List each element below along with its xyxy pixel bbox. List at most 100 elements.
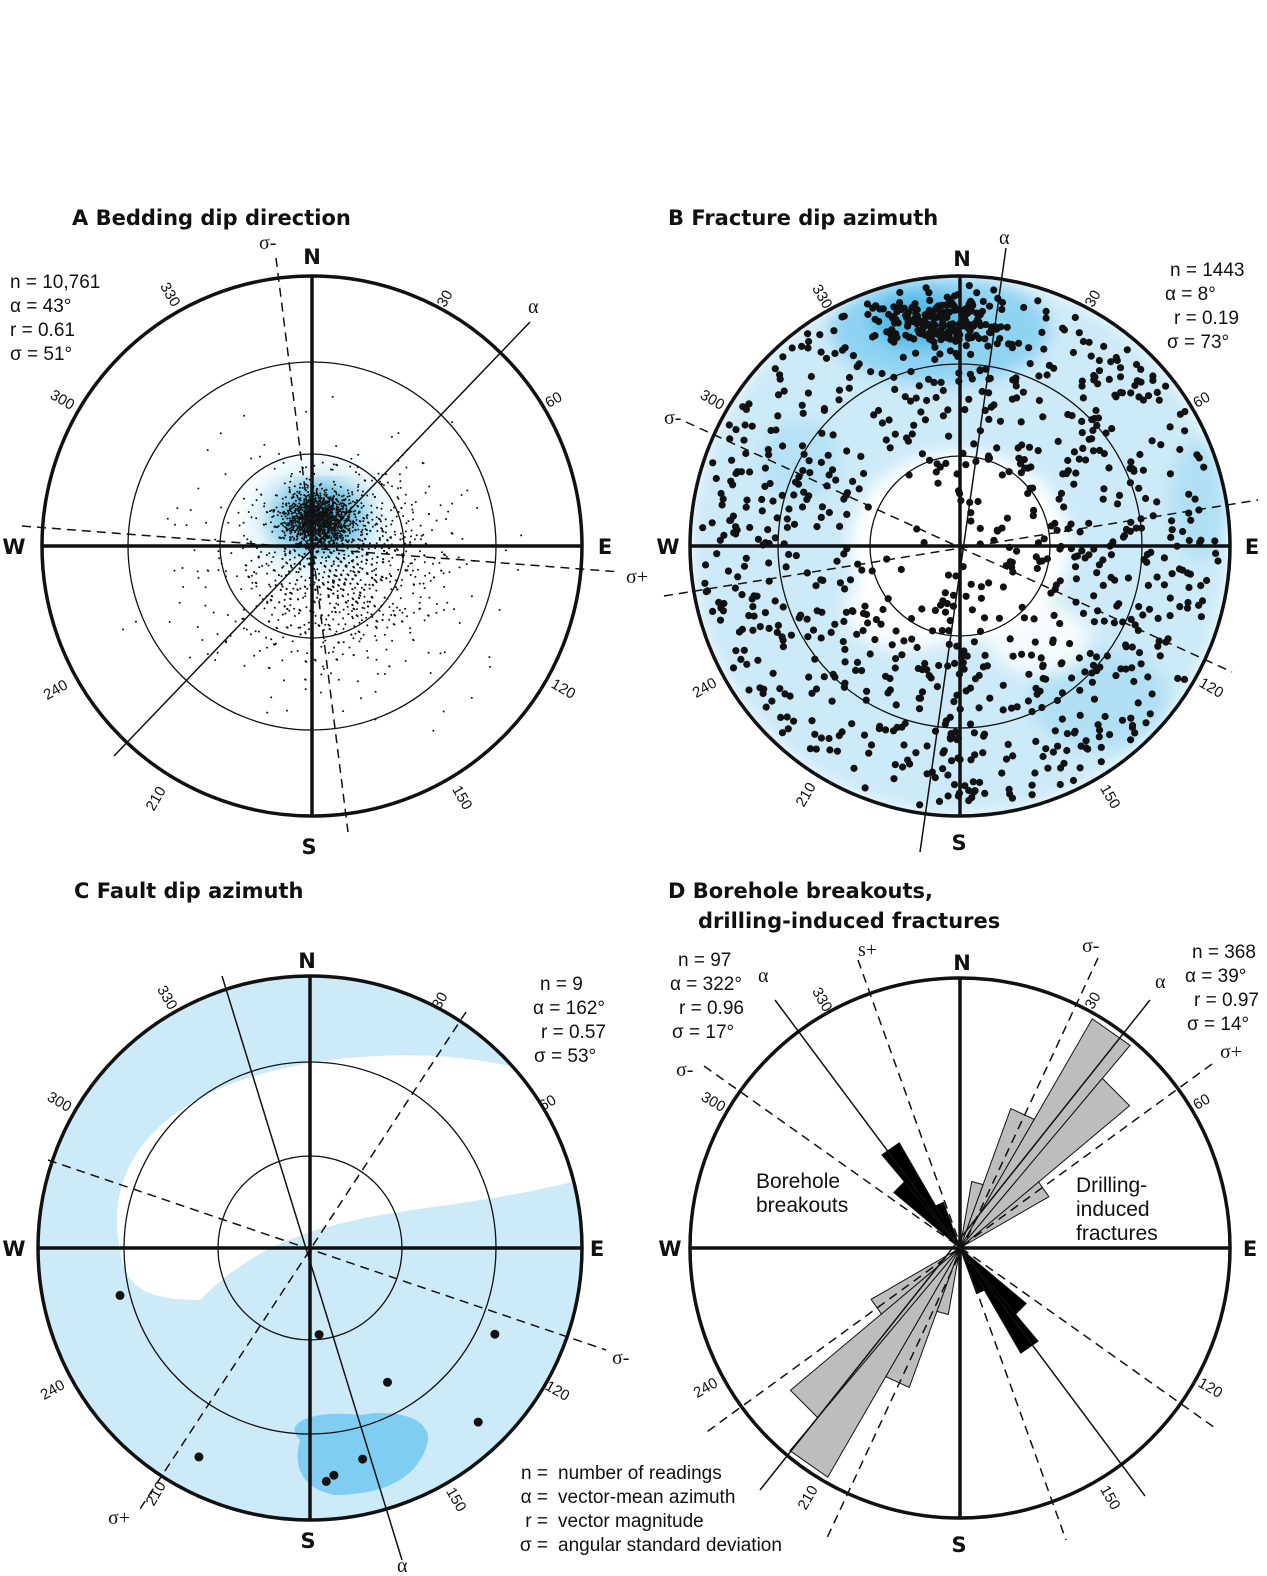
bedding-point [330, 499, 333, 502]
bedding-point [363, 517, 366, 520]
bedding-point [390, 435, 393, 438]
bedding-point [227, 521, 230, 524]
fracture-point [699, 524, 707, 532]
bedding-point [335, 537, 338, 540]
bedding-point [443, 585, 446, 588]
bedding-point [206, 653, 209, 655]
bedding-point [318, 572, 320, 575]
fracture-point [817, 634, 825, 642]
fracture-point [1115, 600, 1123, 608]
fracture-point [1153, 388, 1161, 396]
fracture-point [1180, 675, 1189, 684]
bedding-point [348, 532, 351, 535]
fracture-point [1020, 303, 1028, 312]
bedding-point [335, 575, 338, 578]
fracture-point [818, 608, 826, 616]
bedding-point [288, 527, 291, 530]
fracture-point [1092, 406, 1100, 415]
breakouts-label-line1: Borehole [756, 1170, 840, 1193]
bedding-point [351, 530, 354, 533]
fracture-point [1070, 480, 1078, 488]
bedding-point [359, 594, 362, 597]
bedding-point [263, 523, 265, 526]
bedding-point [366, 656, 369, 659]
bedding-point [320, 497, 323, 500]
fracture-point [976, 778, 984, 787]
bedding-point [308, 534, 311, 537]
fracture-point [1078, 547, 1086, 555]
bedding-point [298, 554, 301, 557]
bedding-point [401, 578, 404, 581]
fracture-point [926, 296, 934, 304]
bedding-point [290, 472, 293, 475]
bedding-point [443, 609, 446, 611]
bedding-point [333, 531, 336, 534]
fracture-point [863, 300, 872, 308]
bedding-point [348, 561, 351, 564]
stat-n: n = 9 [540, 974, 583, 995]
fracture-point [937, 336, 945, 344]
bedding-point [371, 577, 374, 580]
bedding-point [445, 518, 447, 520]
stat-sigma: σ = 73° [1167, 332, 1229, 353]
fracture-point [1099, 556, 1107, 564]
bedding-point [277, 525, 280, 527]
fracture-point [725, 421, 733, 429]
bedding-point [291, 515, 294, 518]
bedding-point [320, 562, 323, 565]
fracture-point [1122, 641, 1130, 649]
fracture-point [946, 335, 955, 343]
bedding-point [317, 532, 320, 535]
fracture-point [729, 664, 738, 672]
bedding-point [348, 515, 351, 518]
bedding-point [284, 612, 287, 615]
fracture-point [1108, 425, 1116, 433]
bedding-point [424, 491, 427, 494]
bedding-point [321, 514, 324, 517]
fracture-point [1042, 307, 1050, 315]
bedding-point [332, 550, 335, 553]
bedding-point [250, 559, 253, 562]
bedding-point [330, 536, 333, 539]
bedding-point [375, 574, 377, 576]
bedding-point [337, 525, 340, 528]
bedding-point [397, 432, 400, 435]
bedding-point [280, 583, 283, 586]
fracture-point [966, 684, 975, 692]
bedding-point [263, 443, 266, 446]
bedding-point [388, 560, 390, 563]
bedding-point [349, 582, 352, 585]
fracture-point [1033, 690, 1041, 698]
bedding-point [343, 499, 346, 502]
bedding-point [322, 641, 325, 644]
bedding-point [371, 518, 374, 521]
bedding-point [284, 547, 287, 550]
stat-alpha: α = 43° [10, 296, 71, 317]
bedding-point [355, 518, 358, 521]
bedding-point [322, 499, 325, 501]
fracture-point [1077, 742, 1085, 750]
fracture-point [944, 792, 952, 800]
bedding-point [351, 615, 354, 618]
fracture-point [779, 442, 787, 450]
bedding-point [326, 518, 329, 521]
fracture-point [896, 299, 904, 307]
bedding-point [266, 646, 268, 649]
bedding-point [336, 594, 339, 597]
bedding-point [275, 494, 278, 497]
bedding-point [371, 570, 373, 573]
fracture-point [1112, 672, 1120, 680]
fracture-point [768, 697, 776, 705]
fracture-point [1135, 649, 1144, 657]
panel-a: A Bedding dip direction n = 10,761 α = 4… [2, 206, 648, 859]
bedding-point [357, 528, 360, 531]
fracture-point [896, 288, 904, 297]
bedding-point [442, 710, 445, 713]
fracture-point [990, 286, 998, 294]
fracture-point [970, 729, 979, 737]
fracture-point [1078, 382, 1086, 390]
bedding-point [292, 539, 295, 541]
fractures-label-line3: fractures [1076, 1222, 1158, 1245]
bedding-point [307, 501, 309, 504]
bedding-point [335, 503, 338, 506]
